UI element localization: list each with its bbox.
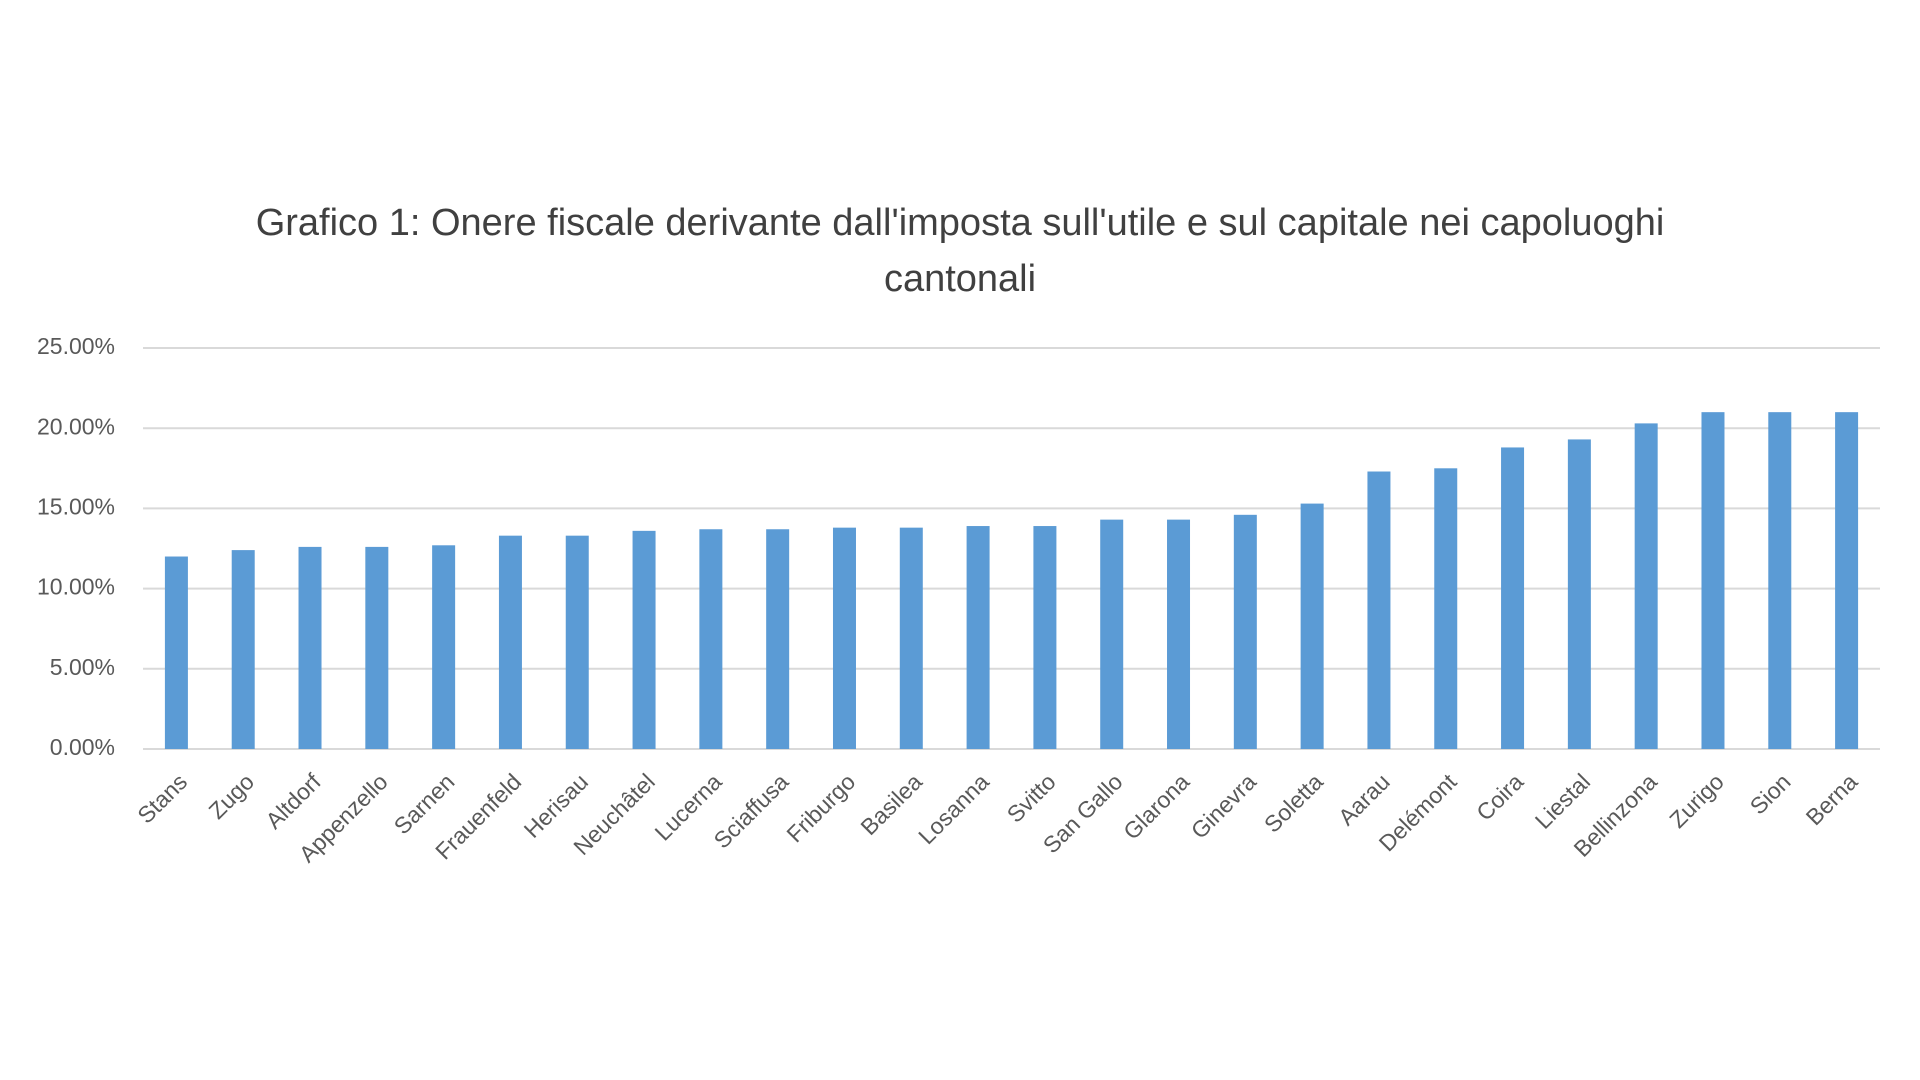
bar <box>365 546 389 749</box>
x-tick-label: Stans <box>132 768 192 828</box>
bar <box>432 545 456 749</box>
bar <box>498 535 522 749</box>
x-tick-label: Coira <box>1471 768 1528 825</box>
bar <box>699 529 723 749</box>
bar <box>1835 412 1859 749</box>
x-tick-label: Liestal <box>1530 768 1595 833</box>
y-tick-label: 15.00% <box>37 493 115 519</box>
bar <box>1367 471 1391 749</box>
x-tick-label: Aarau <box>1333 768 1395 830</box>
bar <box>1501 447 1525 749</box>
chart-title: Grafico 1: Onere fiscale derivante dall'… <box>255 202 1665 300</box>
bar <box>1233 514 1257 749</box>
x-tick-label: Glarona <box>1118 768 1194 844</box>
y-tick-label: 20.00% <box>37 413 115 439</box>
bar <box>1768 412 1792 749</box>
x-tick-label: Berna <box>1801 768 1863 830</box>
bar <box>766 529 790 749</box>
x-tick-label: Soletta <box>1259 768 1328 837</box>
y-tick-label: 25.00% <box>37 333 115 359</box>
bar <box>565 535 589 749</box>
bar <box>966 526 990 749</box>
bar <box>1634 423 1658 749</box>
x-tick-label: Svitto <box>1002 768 1061 827</box>
bar <box>1100 519 1124 749</box>
bar <box>1033 526 1057 749</box>
bar <box>832 527 856 749</box>
y-tick-label: 5.00% <box>50 654 115 680</box>
x-tick-label: Sciaffusa <box>709 768 794 853</box>
x-tick-label: Zugo <box>204 768 259 823</box>
bar <box>1567 439 1591 749</box>
bar <box>632 530 656 749</box>
x-tick-label: Altdorf <box>260 768 326 834</box>
x-tick-label: Sion <box>1745 768 1796 819</box>
x-tick-label: Losanna <box>913 768 994 849</box>
bar <box>1300 503 1324 749</box>
bar <box>1167 519 1191 749</box>
bar <box>231 550 255 749</box>
y-tick-label: 10.00% <box>37 574 115 600</box>
bar <box>1434 468 1458 749</box>
x-tick-label: Zurigo <box>1664 768 1728 832</box>
x-tick-label: Friburgo <box>781 768 860 847</box>
bar <box>1701 412 1725 749</box>
bar <box>899 527 923 749</box>
x-tick-label: Ginevra <box>1186 768 1261 843</box>
y-tick-label: 0.00% <box>50 734 115 760</box>
bar <box>164 556 188 749</box>
bar <box>298 546 322 749</box>
